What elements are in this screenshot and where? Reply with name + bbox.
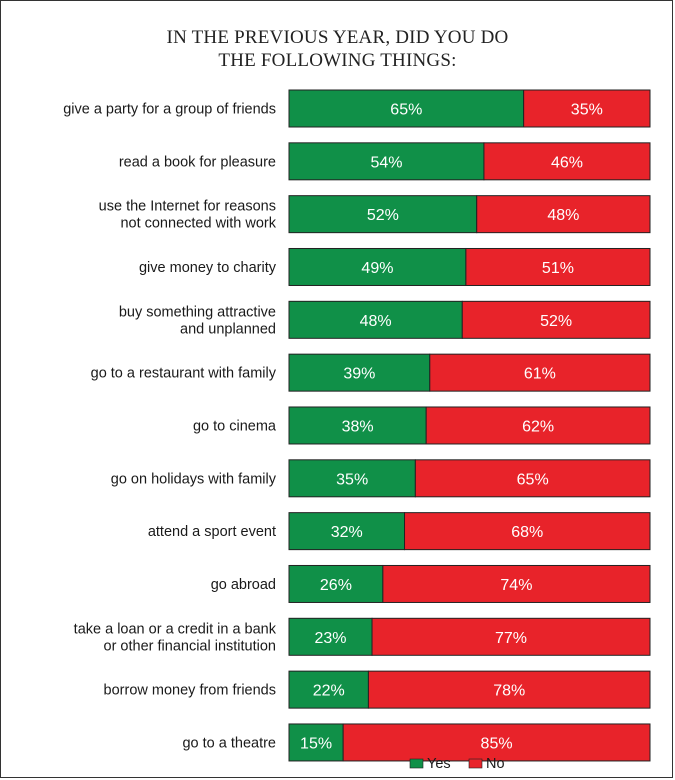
bar-yes [288,353,431,392]
bar-no [367,670,651,709]
category-label: go on holidays with family [111,471,277,487]
data-label-no: 77% [495,630,527,647]
category-label: go to a restaurant with family [91,366,277,382]
data-label-yes: 23% [314,630,346,647]
data-label-yes: 26% [320,577,352,594]
data-label-no: 85% [481,735,513,752]
legend: Yes No [409,756,505,772]
data-label-no: 52% [540,313,572,330]
data-label-no: 62% [522,418,554,435]
bar-no [461,300,651,339]
data-label-no: 68% [511,524,543,541]
category-label: give money to charity [139,260,277,276]
category-label: go to a theatre [182,735,276,751]
data-label-yes: 38% [342,418,374,435]
chart-title: IN THE PREVIOUS YEAR, DID YOU DO THE FOL… [0,26,675,72]
bars-layer: 65% 35% 54% 46% 52% 48% 49% 51% 48% 52% 39% 61% 38% 6… [288,89,651,762]
bar-no [483,142,651,181]
bar-yes [288,670,369,709]
chart-title-line-1: IN THE PREVIOUS YEAR, DID YOU DO [166,27,509,48]
category-label: go abroad [211,577,276,593]
bar-yes [288,247,467,286]
data-label-yes: 39% [343,366,375,383]
bar-no [425,406,651,445]
data-label-yes: 32% [331,524,363,541]
data-label-no: 51% [542,260,574,277]
data-label-yes: 22% [313,683,345,700]
bar-no [465,247,651,286]
category-label: give a party for a group of friends [63,102,276,118]
category-label: borrow money from friends [104,683,276,699]
bar-yes [288,564,384,603]
data-label-yes: 48% [360,313,392,330]
category-labels-layer: give a party for a group of friends read … [63,102,277,752]
bar-no [371,617,651,656]
data-label-no: 78% [493,683,525,700]
bar-no [342,723,651,762]
data-label-no: 35% [571,102,603,119]
bar-no [429,353,651,392]
legend-label-no: No [486,756,505,772]
legend-swatch-yes [409,758,424,769]
data-label-no: 46% [551,154,583,171]
bar-yes [288,512,406,551]
category-label: go to cinema [193,418,277,434]
bar-no [404,512,651,551]
bar-yes [288,617,373,656]
category-label: read a book for pleasure [119,154,276,170]
data-label-yes: 52% [367,207,399,224]
category-label: buy something attractive and unplanned [119,304,276,337]
data-label-yes: 15% [300,735,332,752]
bar-yes [288,723,344,762]
bar-no [382,564,651,603]
bar-no [523,89,651,128]
data-label-no: 48% [547,207,579,224]
bar-yes [288,195,478,234]
bar-yes [288,142,485,181]
data-label-yes: 49% [361,260,393,277]
legend-swatch-no [468,758,483,769]
category-label: take a loan or a credit in a bank or othe… [74,621,277,654]
legend-label-yes: Yes [427,756,451,772]
bar-no [414,459,651,498]
category-label: use the Internet for reasons not connecte… [99,199,277,232]
data-label-no: 65% [517,471,549,488]
data-label-no: 61% [524,366,556,383]
data-label-yes: 35% [336,471,368,488]
bar-yes [288,459,416,498]
category-label: attend a sport event [148,524,276,540]
chart-title-line-2: THE FOLLOWING THINGS: [218,50,457,71]
data-label-yes: 54% [370,154,402,171]
data-label-no: 74% [500,577,532,594]
data-label-yes: 65% [390,102,422,119]
bar-no [476,195,651,234]
bar-yes [288,406,427,445]
